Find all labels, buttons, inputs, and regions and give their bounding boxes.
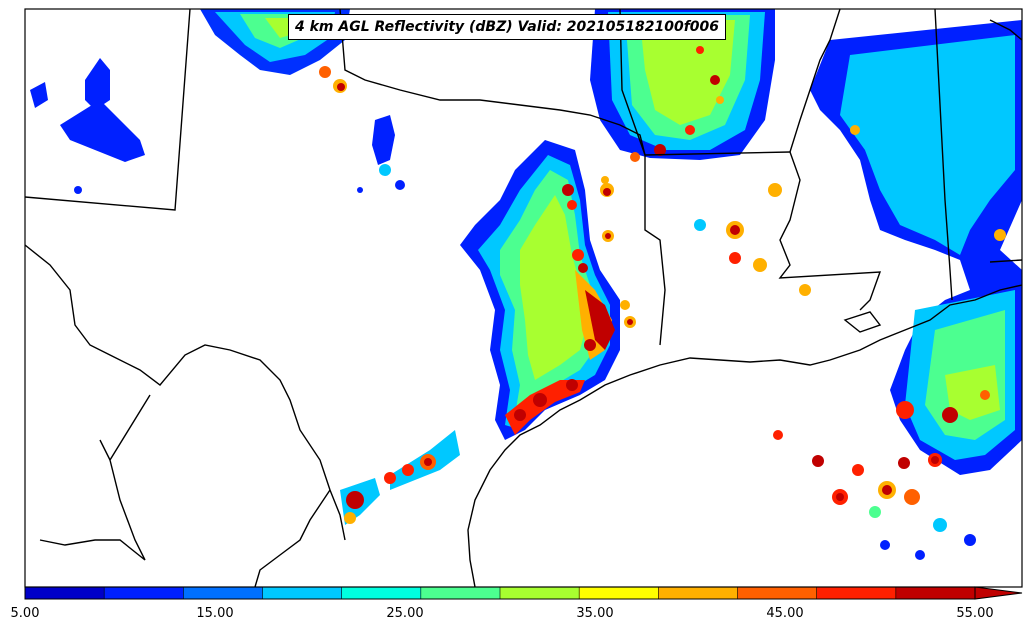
echo-west: [30, 58, 395, 194]
colorbar-tick-label: 45.00: [766, 606, 804, 621]
colorbar-tick-label: 35.00: [576, 606, 614, 621]
echo-squall-line: [460, 140, 620, 440]
colorbar-cell: [25, 587, 105, 599]
colorbar-cell: [104, 587, 184, 599]
colorbar: [24, 586, 1023, 600]
colorbar-cell: [737, 587, 818, 599]
echo-south-texas: [340, 430, 460, 525]
map-title: 4 km AGL Reflectivity (dBZ) Valid: 20210…: [288, 14, 727, 40]
colorbar-cell: [658, 587, 738, 599]
colorbar-cell: [816, 587, 897, 599]
state-boundaries: [25, 9, 1022, 587]
colorbar-cell: [420, 587, 501, 599]
colorbar-tick-label: 5.00: [10, 606, 40, 621]
colorbar-tick-label: 15.00: [196, 606, 234, 621]
echo-scattered-cells: [357, 164, 824, 467]
colorbar-cell: [262, 587, 343, 599]
colorbar-cell: [579, 587, 659, 599]
colorbar-tick-label: 55.00: [956, 606, 994, 621]
echo-oklahoma: [590, 9, 775, 162]
colorbar-cell: [183, 587, 263, 599]
echo-gulf: [832, 457, 976, 560]
map-frame: [24, 8, 1023, 588]
colorbar-extend-arrow: [974, 586, 1023, 600]
colorbar-tick-label: 25.00: [386, 606, 424, 621]
colorbar-cell: [500, 587, 580, 599]
colorbar-cell: [341, 587, 422, 599]
colorbar-cell: [895, 587, 976, 599]
echo-louisiana: [810, 20, 1022, 475]
